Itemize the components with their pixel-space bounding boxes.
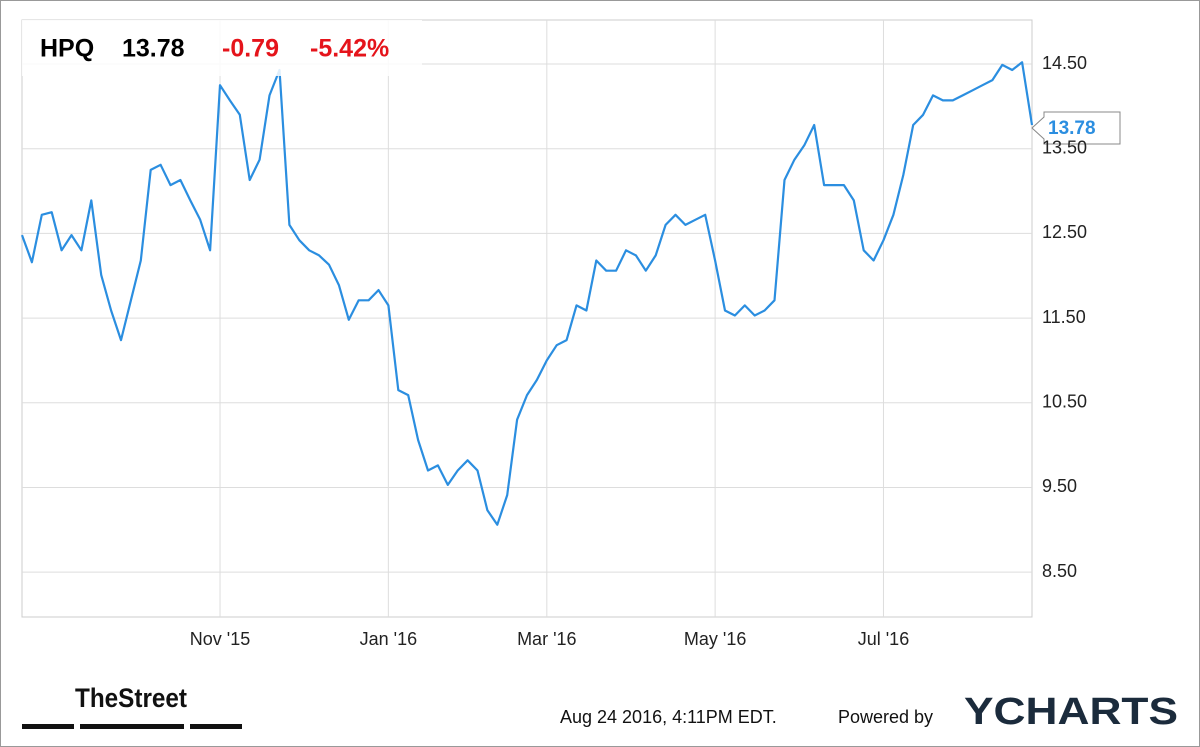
x-tick-label: Mar '16: [517, 629, 576, 649]
change: -0.79: [222, 35, 279, 63]
y-tick-label: 13.50: [1042, 137, 1087, 157]
price-line: [20, 61, 1034, 526]
logo: YCHARTS: [964, 691, 1178, 733]
y-tick-label: 11.50: [1042, 307, 1086, 327]
x-tick-label: Jul '16: [858, 629, 909, 649]
y-tick-label: 14.50: [1042, 53, 1087, 73]
price-callout: [1031, 111, 1121, 145]
y-tick-label: 9.50: [1042, 476, 1077, 496]
ticker: HPQ: [40, 35, 94, 63]
timestamp: Aug 24 2016, 4:11PM EDT.: [560, 707, 777, 727]
y-tick-label: 12.50: [1042, 222, 1087, 242]
change-percent: -5.42%: [310, 35, 389, 63]
y-tick-label: 10.50: [1042, 392, 1087, 412]
x-tick-label: Jan '16: [360, 629, 417, 649]
last-price: 13.78: [122, 35, 185, 63]
x-tick-label: May '16: [684, 629, 746, 649]
powered-by: Powered by: [838, 707, 933, 727]
brand-bar: [22, 724, 74, 729]
brand: TheStreet: [75, 683, 187, 713]
header-box: [22, 20, 422, 76]
price-callout-label: 13.78: [1048, 118, 1096, 139]
x-tick-label: Nov '15: [190, 629, 250, 649]
brand-bar: [190, 724, 242, 729]
y-tick-label: 8.50: [1042, 561, 1077, 581]
brand-bar: [80, 724, 184, 729]
